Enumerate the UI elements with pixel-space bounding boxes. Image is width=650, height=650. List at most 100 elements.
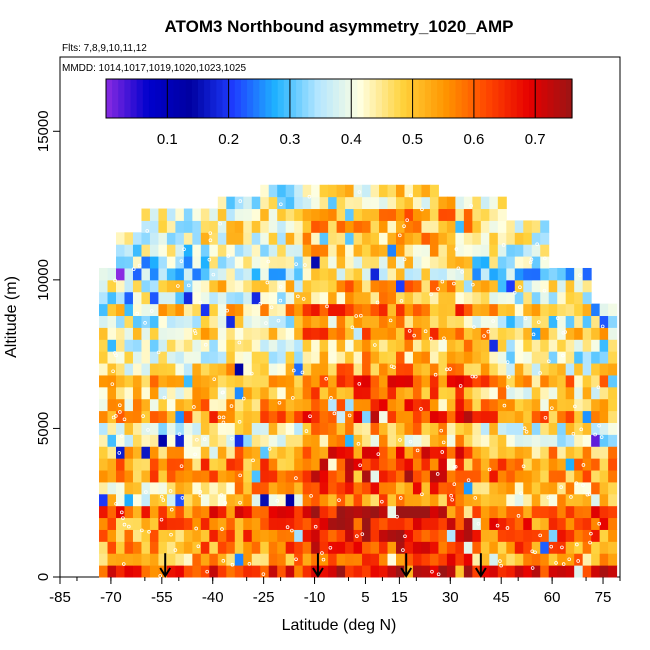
- heatmap-cell: [183, 422, 193, 435]
- heatmap-cell: [506, 267, 516, 281]
- heatmap-cell: [429, 481, 439, 495]
- heatmap-cell: [523, 279, 533, 293]
- sample-dot: [408, 439, 413, 444]
- sample-dot: [395, 514, 399, 519]
- heatmap-cell: [362, 256, 372, 269]
- sample-dot: [535, 242, 539, 247]
- heatmap-cell: [404, 493, 414, 507]
- sample-dot: [428, 336, 433, 341]
- heatmap-cell: [319, 327, 329, 340]
- sample-dot: [524, 429, 529, 434]
- sample-dot: [401, 548, 405, 552]
- heatmap-cell: [412, 541, 422, 554]
- sample-dot: [127, 524, 131, 529]
- heatmap-cell: [234, 422, 244, 435]
- heatmap-cell: [107, 279, 117, 293]
- heatmap-cell: [116, 374, 125, 388]
- heatmap-cell: [362, 315, 372, 328]
- heatmap-cell: [99, 481, 109, 495]
- heatmap-cell: [336, 458, 346, 471]
- colorbar-segment: [424, 79, 432, 118]
- heatmap-cell: [591, 434, 601, 447]
- heatmap-cell: [379, 279, 389, 293]
- heatmap-cell: [591, 505, 601, 519]
- heatmap-cell: [251, 232, 261, 245]
- heatmap-cell: [489, 517, 499, 530]
- heatmap-cell: [116, 386, 125, 400]
- heatmap-cell: [345, 339, 355, 352]
- colorbar-segment: [553, 79, 561, 118]
- colorbar-tick-label: 0.1: [157, 131, 178, 148]
- heatmap-cell: [107, 422, 117, 435]
- heatmap-cell: [149, 315, 159, 328]
- heatmap-cell: [217, 505, 227, 519]
- heatmap-cell: [209, 279, 219, 293]
- heatmap-cell: [328, 565, 338, 578]
- heatmap-cell: [302, 398, 312, 412]
- heatmap-cell: [523, 422, 533, 435]
- sample-dot: [230, 436, 234, 441]
- heatmap-cell: [107, 398, 117, 412]
- heatmap-cell: [268, 291, 278, 305]
- heatmap-cell: [429, 446, 439, 459]
- heatmap-cell: [319, 279, 329, 293]
- heatmap-cell: [574, 327, 584, 340]
- sample-dot: [159, 494, 164, 499]
- heatmap-cell: [328, 374, 338, 388]
- sample-dot: [337, 498, 341, 502]
- heatmap-cell: [302, 553, 312, 566]
- heatmap-cell: [506, 256, 516, 269]
- heatmap-cell: [438, 541, 448, 554]
- heatmap-cell: [379, 256, 389, 269]
- heatmap-cell: [463, 422, 473, 435]
- heatmap-cell: [548, 303, 558, 317]
- heatmap-cell: [608, 363, 618, 376]
- sample-dot: [328, 545, 333, 550]
- heatmap-cell: [489, 529, 499, 542]
- heatmap-cell: [608, 541, 618, 554]
- heatmap-cell: [158, 351, 168, 364]
- heatmap-cell: [175, 386, 185, 400]
- heatmap-cell: [489, 565, 499, 578]
- heatmap-cell: [514, 339, 524, 352]
- heatmap-cell: [226, 232, 236, 245]
- sample-dot: [309, 494, 313, 498]
- heatmap-cell: [455, 398, 465, 412]
- colorbar-segment: [161, 79, 168, 118]
- heatmap-cell: [234, 553, 244, 566]
- sample-dot: [559, 485, 563, 489]
- sample-dot: [221, 420, 226, 425]
- heatmap-cell: [396, 493, 405, 507]
- heatmap-cell: [362, 541, 372, 554]
- heatmap-cell: [455, 458, 465, 471]
- heatmap-cell: [565, 458, 575, 471]
- heatmap-cell: [396, 196, 405, 210]
- heatmap-cell: [116, 339, 125, 352]
- heatmap-cell: [472, 303, 482, 317]
- heatmap-cell: [243, 517, 253, 530]
- sample-dot: [267, 447, 272, 451]
- heatmap-cell: [107, 291, 117, 305]
- heatmap-cell: [412, 363, 422, 376]
- heatmap-cell: [480, 517, 490, 530]
- heatmap-cell: [540, 220, 550, 233]
- heatmap-cell: [99, 351, 109, 364]
- dates-label: MMDD: 1014,1017,1019,1020,1023,1025: [62, 63, 246, 74]
- colorbar-segment: [541, 79, 549, 118]
- heatmap-cell: [294, 517, 304, 530]
- heatmap-cell: [302, 386, 312, 400]
- heatmap-cell: [531, 529, 541, 542]
- heatmap-cell: [124, 363, 134, 376]
- heatmap-cell: [260, 315, 270, 328]
- colorbar-segment: [155, 79, 162, 118]
- heatmap-cell: [531, 386, 541, 400]
- sample-dot: [470, 374, 475, 379]
- heatmap-cell: [582, 279, 592, 293]
- heatmap-cell: [396, 470, 405, 483]
- heatmap-cell: [183, 517, 193, 530]
- heatmap-cell: [302, 505, 312, 519]
- heatmap-cell: [472, 434, 482, 447]
- heatmap-cell: [285, 315, 295, 328]
- sample-dot: [225, 308, 229, 313]
- heatmap-cell: [506, 327, 516, 340]
